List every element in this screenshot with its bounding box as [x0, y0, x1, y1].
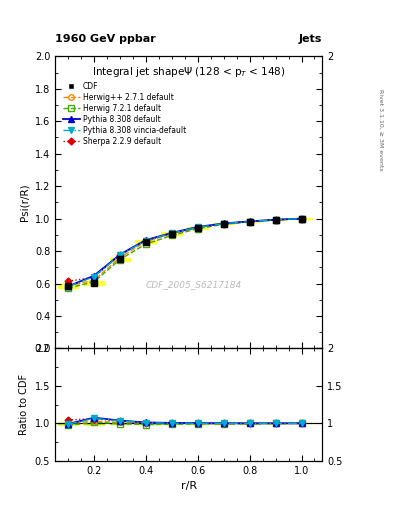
Text: Integral jet shapeΨ (128 < p$_T$ < 148): Integral jet shapeΨ (128 < p$_T$ < 148): [92, 65, 285, 79]
Text: 1960 GeV ppbar: 1960 GeV ppbar: [55, 33, 156, 44]
Text: CDF_2005_S6217184: CDF_2005_S6217184: [146, 280, 242, 289]
Y-axis label: Ratio to CDF: Ratio to CDF: [19, 374, 29, 435]
Bar: [110, 423, 130, 424]
Bar: [265, 219, 286, 220]
Bar: [110, 258, 130, 261]
Bar: [239, 221, 260, 222]
Bar: [84, 281, 104, 285]
X-axis label: r/R: r/R: [180, 481, 197, 491]
Bar: [162, 232, 182, 235]
Bar: [291, 218, 312, 219]
Bar: [58, 422, 78, 425]
Bar: [136, 240, 156, 243]
Bar: [84, 422, 104, 424]
Bar: [162, 423, 182, 424]
Bar: [58, 284, 78, 288]
Y-axis label: Psi(r/R): Psi(r/R): [19, 184, 29, 221]
Bar: [84, 422, 104, 425]
Bar: [110, 422, 130, 424]
Text: Rivet 3.1.10, ≥ 3M events: Rivet 3.1.10, ≥ 3M events: [378, 89, 384, 170]
Bar: [136, 423, 156, 424]
Bar: [213, 423, 234, 424]
Text: Jets: Jets: [299, 33, 322, 44]
Bar: [213, 223, 234, 224]
Bar: [187, 227, 208, 228]
Bar: [58, 422, 78, 424]
Bar: [136, 422, 156, 424]
Legend: CDF, Herwig++ 2.7.1 default, Herwig 7.2.1 default, Pythia 8.308 default, Pythia : CDF, Herwig++ 2.7.1 default, Herwig 7.2.…: [62, 80, 188, 147]
Bar: [187, 423, 208, 424]
